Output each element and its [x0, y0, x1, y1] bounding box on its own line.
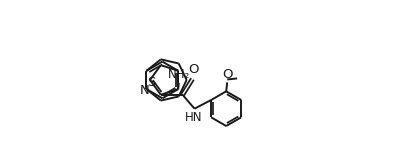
Text: HN: HN — [185, 111, 202, 124]
Text: N: N — [139, 84, 150, 97]
Text: NH₂: NH₂ — [168, 68, 190, 81]
Text: S: S — [147, 76, 156, 89]
Text: O: O — [188, 64, 199, 76]
Text: O: O — [222, 68, 233, 81]
